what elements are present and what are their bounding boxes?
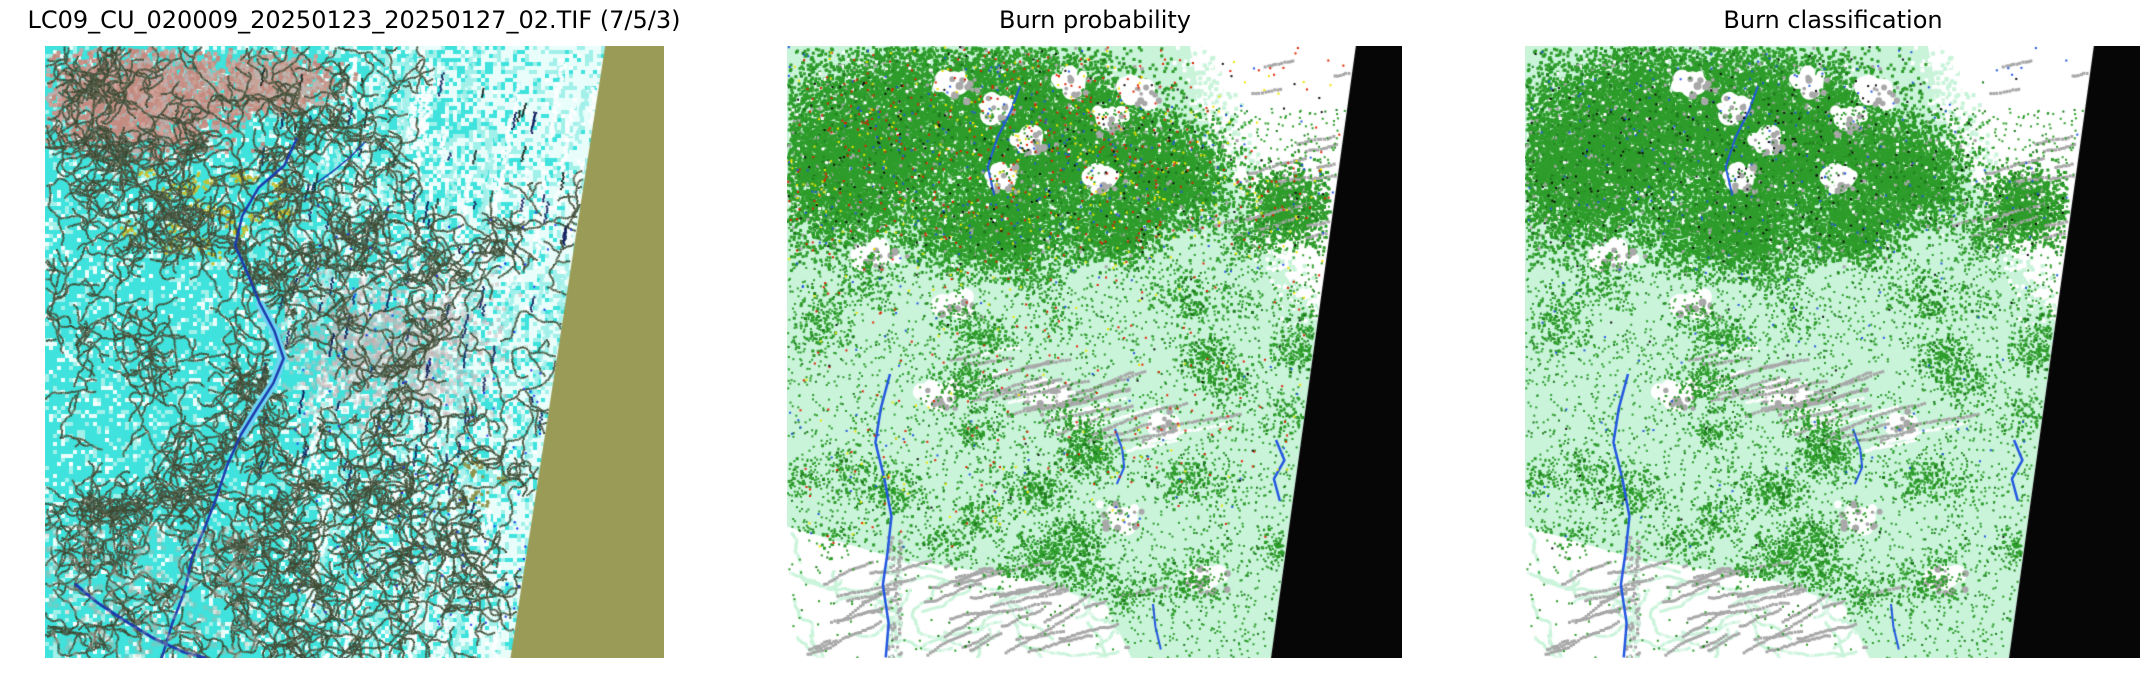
- probability-image: [787, 46, 1402, 658]
- panel-title-burn-classification: Burn classification: [1723, 6, 1943, 34]
- classification-image: [1525, 46, 2140, 658]
- panel-title-scene: LC09_CU_020009_20250123_20250127_02.TIF …: [27, 6, 681, 34]
- panel-title-burn-probability: Burn probability: [998, 6, 1192, 34]
- scene-image: [45, 46, 664, 658]
